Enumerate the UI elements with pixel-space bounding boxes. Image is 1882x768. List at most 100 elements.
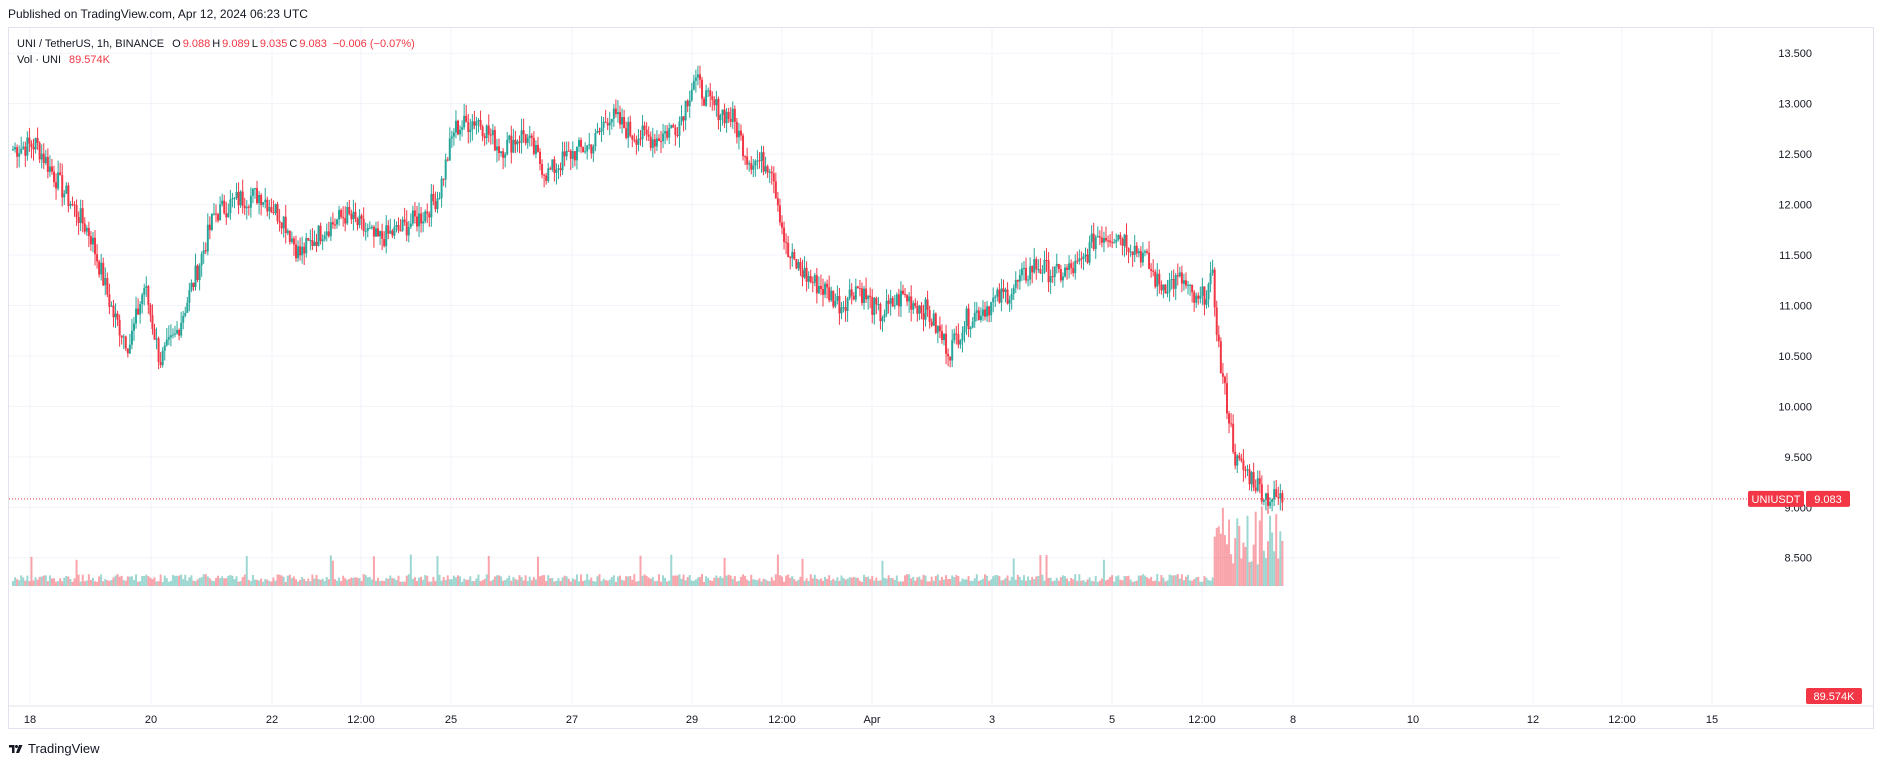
volume-bar xyxy=(657,574,660,586)
candle-body xyxy=(223,200,226,214)
candle-body xyxy=(904,293,907,295)
candlestick-chart[interactable]: 13.500 13.000 12.500 12.000 11.500 11.000 10.5… xyxy=(0,0,1882,740)
volume-bar xyxy=(512,577,515,586)
symbol-title[interactable]: UNI / TetherUS, 1h, BINANCE xyxy=(17,38,165,50)
volume-bar xyxy=(729,575,732,586)
candle-body xyxy=(266,199,269,212)
volume-bar xyxy=(157,581,160,586)
volume-bar xyxy=(711,580,714,586)
volume-bar xyxy=(899,581,902,586)
volume-bar xyxy=(506,578,509,586)
volume-bar xyxy=(342,575,345,586)
volume-bar xyxy=(178,575,181,586)
candle-body xyxy=(1088,242,1091,263)
volume-bar xyxy=(733,576,736,586)
volume-bar xyxy=(588,579,591,586)
candle-body xyxy=(865,288,868,300)
candle-body xyxy=(346,206,349,224)
volume-bar xyxy=(561,577,564,586)
volume-bar xyxy=(219,578,222,586)
candle-body xyxy=(526,137,529,144)
candle-body xyxy=(1010,293,1013,300)
candle-body xyxy=(481,126,484,137)
volume-bar xyxy=(758,578,761,586)
candle-body xyxy=(854,286,857,300)
candle-body xyxy=(30,143,33,148)
footer-brand[interactable]: TradingView xyxy=(9,741,100,756)
volume-bar xyxy=(96,581,99,586)
volume-bar xyxy=(614,581,617,586)
volume-bar xyxy=(424,575,427,586)
candle-body xyxy=(329,222,332,237)
volume-bar xyxy=(895,575,898,586)
candle-body xyxy=(1279,493,1282,499)
volume-bar xyxy=(943,579,946,586)
volume-bar xyxy=(403,581,406,586)
volume-bar xyxy=(1172,575,1175,586)
volume-bar xyxy=(807,581,810,586)
volume-bar xyxy=(1143,575,1146,586)
candle-body xyxy=(910,296,913,310)
candle-body xyxy=(370,226,373,228)
volume-bar xyxy=(676,575,679,586)
volume-bar xyxy=(1066,578,1069,586)
volume-bar xyxy=(1254,511,1257,586)
candle-body xyxy=(256,188,259,204)
candle-body xyxy=(448,138,451,161)
candle-body xyxy=(834,300,837,307)
candle-body xyxy=(40,153,43,160)
volume-legend-label[interactable]: Vol · UNI xyxy=(17,54,62,66)
volume-bar xyxy=(963,579,966,586)
candle-body xyxy=(631,135,634,140)
candle-body xyxy=(990,302,993,316)
volume-bar xyxy=(409,554,412,586)
volume-bar xyxy=(303,579,306,586)
candle-body xyxy=(1137,251,1140,254)
volume-bar xyxy=(563,575,566,586)
candle-body xyxy=(1102,237,1105,243)
candle-body xyxy=(592,146,595,154)
volume-bar xyxy=(352,577,355,586)
volume-bar xyxy=(567,578,570,586)
candle-body xyxy=(580,140,583,148)
volume-bar xyxy=(124,580,127,586)
candle-body xyxy=(660,140,663,142)
candle-body xyxy=(112,305,115,318)
time-tick-label: 12 xyxy=(1527,714,1539,726)
volume-bar xyxy=(1043,580,1046,586)
volume-bar xyxy=(231,575,234,586)
volume-bar xyxy=(116,574,119,586)
candle-body xyxy=(192,282,195,288)
candle-body xyxy=(680,116,683,122)
candle-body xyxy=(610,118,613,123)
candle-body xyxy=(528,135,531,138)
volume-bar xyxy=(534,579,537,586)
volume-bar xyxy=(746,579,749,586)
time-tick-label: 18 xyxy=(24,714,36,726)
volume-bar xyxy=(1248,562,1251,586)
candle-body xyxy=(350,213,353,220)
candle-body xyxy=(469,129,472,132)
volume-bar xyxy=(860,581,863,586)
candle-body xyxy=(1230,423,1233,425)
candle-body xyxy=(401,219,404,231)
volume-bar xyxy=(1141,574,1144,586)
price-tick-label: 12.000 xyxy=(1778,200,1812,212)
candle-body xyxy=(787,242,790,258)
volume-bar xyxy=(85,580,88,586)
time-tick-label: 22 xyxy=(266,714,278,726)
volume-bar xyxy=(212,581,215,586)
candle-body xyxy=(340,210,343,218)
candle-body xyxy=(258,194,261,204)
candle-body xyxy=(1152,270,1155,272)
volume-bar xyxy=(42,575,45,586)
volume-bar xyxy=(1166,580,1169,586)
candle-body xyxy=(1061,276,1064,281)
volume-bar xyxy=(102,581,105,586)
volume-bar xyxy=(1176,574,1179,586)
volume-bar xyxy=(1027,576,1030,586)
volume-bar xyxy=(1269,515,1272,586)
candle-body xyxy=(243,205,246,209)
volume-bar xyxy=(1051,581,1054,586)
candle-body xyxy=(1117,235,1120,240)
